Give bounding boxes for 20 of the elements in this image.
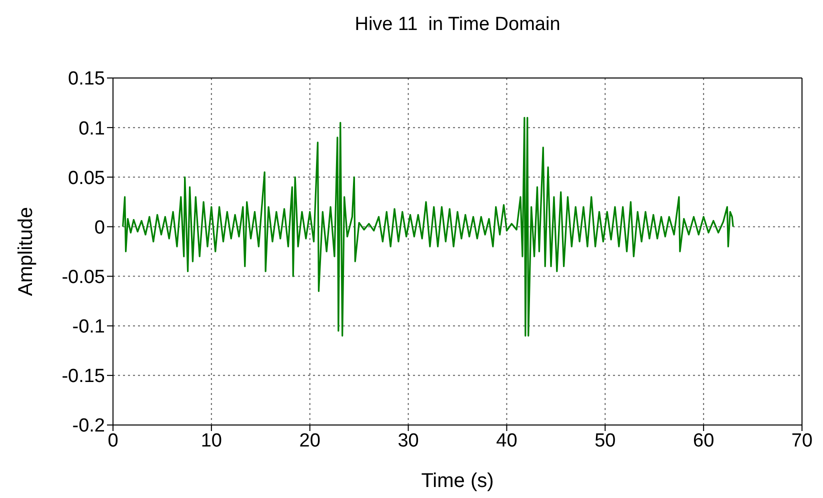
y-axis-title: Amplitude [15, 207, 37, 296]
x-tick-label: 50 [594, 430, 616, 452]
y-tick-label: -0.2 [72, 416, 105, 437]
y-tick-label: 0.1 [78, 118, 105, 140]
x-tick-label: 10 [200, 430, 222, 452]
x-tick-label: 30 [398, 430, 419, 452]
y-tick-label: -0.15 [62, 366, 105, 388]
y-tick-label: -0.05 [62, 267, 105, 288]
x-tick-label: 20 [299, 430, 320, 452]
x-tick-label: 0 [108, 430, 118, 452]
y-tick-label: 0.15 [68, 68, 105, 90]
x-tick-label: 60 [693, 430, 714, 452]
line-series [122, 116, 734, 337]
x-tick-label: 40 [496, 430, 518, 452]
y-tick-label: 0 [94, 217, 105, 238]
x-tick-label: 70 [791, 430, 813, 452]
y-tick-label: 0.05 [68, 168, 105, 189]
y-tick-label: -0.1 [72, 316, 105, 338]
x-axis-title: Time (s) [421, 470, 494, 492]
chart-title: Hive 11 in Time Domain [354, 14, 560, 35]
